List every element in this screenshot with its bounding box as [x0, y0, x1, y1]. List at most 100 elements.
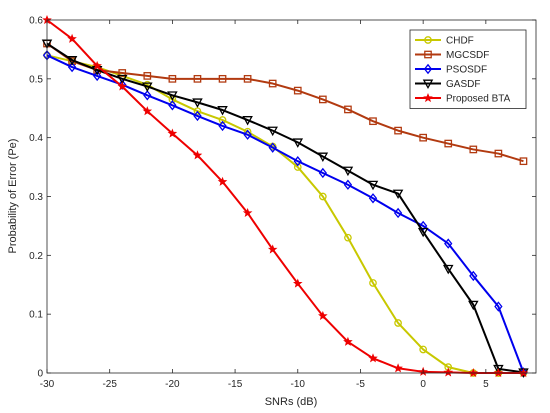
data-point	[167, 91, 178, 101]
legend-label: MGCSDF	[446, 50, 489, 61]
data-point	[344, 233, 352, 242]
data-point	[168, 100, 177, 111]
y-tick-label: 0.4	[29, 133, 43, 144]
data-point	[419, 133, 428, 142]
data-point	[369, 117, 377, 126]
data-point	[468, 367, 479, 378]
x-tick-label: -15	[228, 379, 243, 390]
data-point	[368, 353, 378, 363]
series-line	[46, 19, 524, 374]
data-point	[293, 155, 302, 167]
y-tick-label: 0.2	[29, 251, 43, 262]
data-point	[393, 207, 403, 219]
series-line	[46, 54, 524, 374]
data-point	[192, 98, 203, 108]
data-point	[243, 74, 252, 83]
data-point	[116, 74, 128, 85]
x-tick-label: -25	[102, 379, 117, 390]
legend-entry: Proposed BTA	[415, 92, 511, 105]
y-tick-label: 0.3	[29, 192, 43, 203]
data-point	[218, 120, 227, 132]
series-line	[46, 42, 524, 374]
data-point	[142, 106, 153, 116]
legend-marker	[423, 63, 433, 75]
data-point	[494, 149, 503, 158]
legend-entry: MGCSDF	[415, 50, 489, 61]
data-point	[292, 138, 304, 148]
legend-marker	[424, 36, 432, 44]
series-mgcsdf	[43, 39, 528, 166]
y-tick-label: 0.5	[29, 74, 43, 85]
data-point	[417, 227, 429, 238]
data-point	[368, 193, 378, 204]
legend-marker	[424, 50, 432, 59]
data-point	[168, 74, 177, 83]
series-line	[46, 42, 524, 163]
series-line	[46, 54, 525, 373]
data-point	[242, 116, 253, 126]
data-point	[443, 367, 454, 377]
data-point	[217, 106, 228, 116]
data-point	[267, 244, 278, 254]
x-tick-label: 0	[420, 379, 426, 390]
legend-label: PSOSDF	[446, 65, 487, 76]
legend-label: CHDF	[446, 36, 474, 47]
data-point	[343, 336, 353, 346]
y-tick-label: 0.6	[29, 16, 43, 27]
data-point	[318, 192, 327, 201]
data-point	[167, 128, 178, 138]
data-point	[117, 81, 128, 91]
data-point	[193, 107, 202, 116]
data-point	[67, 33, 77, 43]
data-point	[67, 61, 77, 73]
data-point	[469, 270, 478, 282]
series-layer	[41, 14, 529, 378]
legend-label: Proposed BTA	[446, 94, 511, 105]
x-tick-label: -10	[291, 379, 306, 390]
data-point	[267, 126, 278, 137]
data-point	[343, 179, 353, 190]
data-point	[118, 79, 127, 90]
data-point	[66, 56, 78, 66]
data-point	[394, 126, 402, 135]
data-point	[268, 79, 277, 88]
x-tick-label: 5	[483, 379, 489, 390]
data-point	[92, 60, 102, 70]
x-tick-label: -20	[165, 379, 180, 390]
data-point	[393, 363, 403, 373]
legend-marker	[423, 92, 433, 103]
x-tick-label: -30	[40, 379, 55, 390]
data-point	[243, 129, 252, 140]
legend: CHDF MGCSDF PSOSDF GASDF Proposed BTA	[409, 29, 527, 109]
data-point	[318, 310, 328, 321]
legend-entry: CHDF	[415, 36, 474, 47]
data-point	[469, 145, 478, 154]
data-point	[444, 139, 453, 148]
data-point	[342, 166, 354, 177]
y-tick-label: 0.1	[29, 310, 43, 321]
data-point	[494, 301, 503, 312]
data-point	[293, 163, 302, 171]
legend-entry: GASDF	[415, 79, 480, 90]
data-point	[242, 207, 253, 218]
y-axis-label: Probability of Error (Pe)	[7, 139, 19, 254]
data-point	[143, 72, 152, 80]
series-psosdf	[42, 50, 528, 378]
data-point	[367, 180, 379, 191]
data-point	[92, 70, 102, 82]
data-point	[518, 367, 529, 378]
data-point	[317, 152, 329, 162]
y-tick-label: 0	[37, 369, 43, 380]
data-point	[442, 264, 454, 275]
data-point	[468, 300, 479, 311]
data-point	[392, 189, 404, 200]
legend-entry: PSOSDF	[415, 63, 487, 76]
data-point	[444, 238, 453, 249]
data-point	[193, 110, 202, 122]
data-point	[318, 95, 327, 104]
data-point	[493, 367, 504, 378]
data-point	[344, 105, 352, 114]
data-point	[218, 116, 227, 124]
data-point	[292, 278, 303, 288]
